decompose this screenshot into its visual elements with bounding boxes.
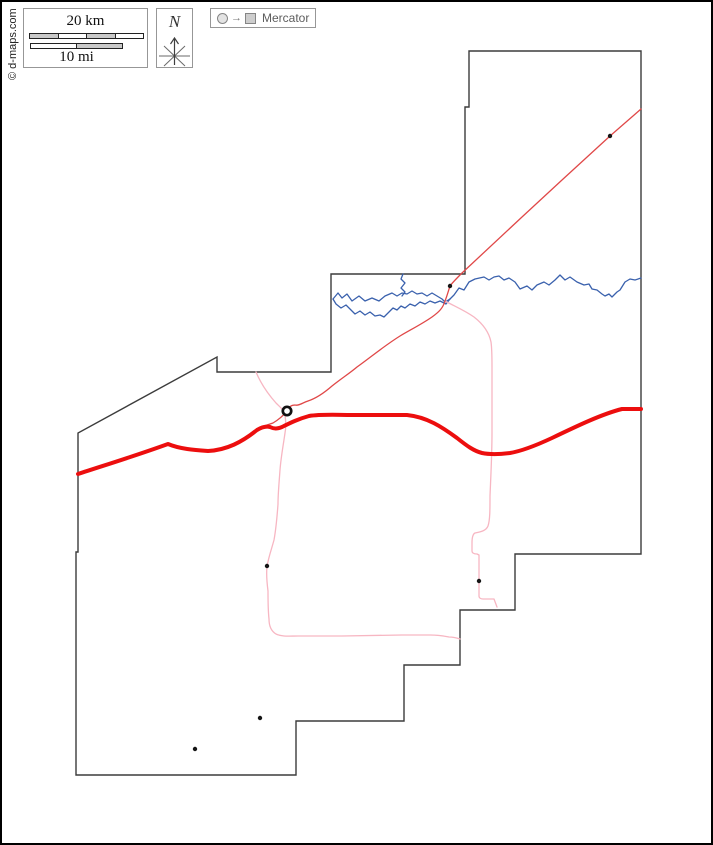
river-south-bank [332,298,451,318]
town-dot [264,563,270,569]
town-dot [257,715,263,721]
minor-road-east [444,300,498,608]
town-dot [607,133,613,139]
north-label: N [168,12,181,31]
copyright-text: © d-maps.com [7,8,19,80]
town-dot [476,578,482,584]
scale-bar-mi [30,43,123,49]
river-main-east [449,274,642,300]
scale-segment [31,44,77,48]
town-dot [447,283,453,289]
scale-segment [58,34,87,38]
scale-segment [115,34,143,38]
scale-segment [87,34,116,38]
town-dots [192,133,613,752]
arrow-right-icon: → [231,12,242,24]
minor-roads [255,300,498,640]
flat-map-square-icon [245,12,256,24]
compass-star-icon [159,36,190,67]
compass-legend: N [156,8,193,68]
scale-segment [77,44,122,48]
river-tributary [400,273,406,297]
town-dot [192,746,198,752]
globe-circle-icon [217,12,228,24]
county-boundary [75,50,642,776]
projection-label: Mercator [262,11,310,25]
secondary-road [263,108,642,427]
primary-highway [76,407,643,476]
scale-km-label: 20 km [66,13,105,29]
scale-legend: 20 km 10 mi [23,8,148,68]
minor-road-west [255,371,461,640]
scale-mi-label: 10 mi [59,49,94,65]
river-north-bank [332,290,451,303]
river [332,273,642,318]
scale-segment [30,34,59,38]
scale-bar-km [29,33,144,39]
projection-badge: → Mercator [210,8,317,28]
city-marker [281,405,293,417]
